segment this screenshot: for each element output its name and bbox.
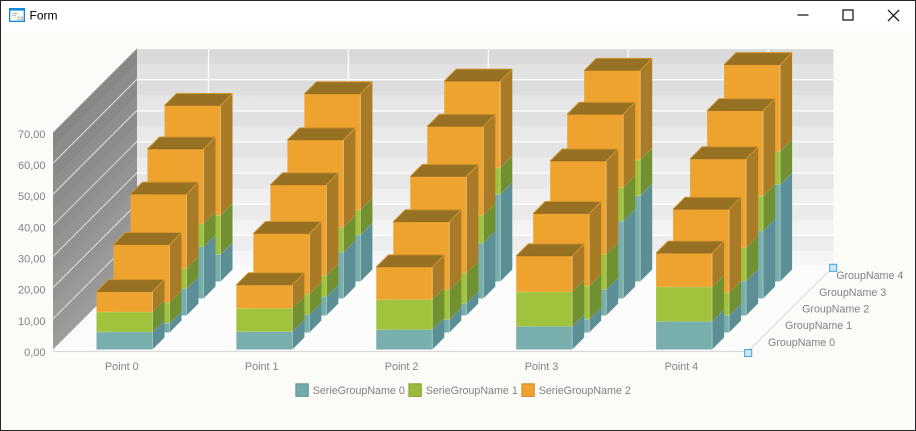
svg-text:60,00: 60,00 [18, 160, 46, 172]
svg-text:20,00: 20,00 [18, 285, 46, 297]
svg-text:GroupName 4: GroupName 4 [836, 270, 903, 282]
svg-text:SerieGroupName 0: SerieGroupName 0 [313, 385, 405, 397]
svg-text:0,00: 0,00 [24, 347, 45, 359]
svg-text:GroupName 0: GroupName 0 [768, 337, 835, 349]
svg-text:GroupName 2: GroupName 2 [802, 304, 869, 316]
svg-text:30,00: 30,00 [18, 253, 46, 265]
svg-text:SerieGroupName 2: SerieGroupName 2 [539, 385, 631, 397]
svg-text:50,00: 50,00 [18, 191, 46, 203]
svg-text:Point 3: Point 3 [525, 361, 559, 373]
svg-text:Point 4: Point 4 [665, 361, 699, 373]
svg-text:40,00: 40,00 [18, 222, 46, 234]
svg-text:10,00: 10,00 [18, 316, 46, 328]
svg-text:Point 2: Point 2 [385, 361, 419, 373]
svg-text:GroupName 3: GroupName 3 [819, 287, 886, 299]
svg-text:SerieGroupName 1: SerieGroupName 1 [426, 385, 518, 397]
svg-text:70,00: 70,00 [18, 129, 46, 141]
svg-text:GroupName 1: GroupName 1 [785, 320, 852, 332]
svg-text:Point 0: Point 0 [105, 361, 139, 373]
svg-text:Form: Form [30, 9, 58, 23]
svg-text:Point 1: Point 1 [245, 361, 279, 373]
